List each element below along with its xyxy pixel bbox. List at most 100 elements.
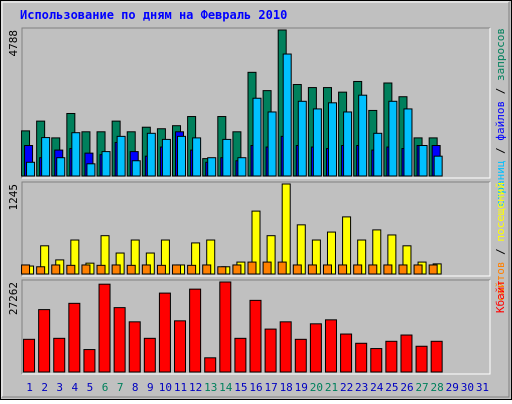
x-tick-label: 7 xyxy=(117,381,124,394)
bar xyxy=(252,97,262,177)
bar xyxy=(23,338,36,373)
x-tick-label: 4 xyxy=(72,381,79,394)
bar xyxy=(56,157,66,177)
bar xyxy=(172,264,182,275)
bar xyxy=(338,264,348,275)
bar xyxy=(126,264,136,275)
bar xyxy=(161,138,171,177)
bar xyxy=(202,264,212,275)
bar xyxy=(247,261,257,275)
x-tick-label: 14 xyxy=(219,381,233,394)
bar xyxy=(383,264,393,275)
x-tick-label: 28 xyxy=(431,381,444,394)
chart-title: Использование по дням на Февраль 2010 xyxy=(20,8,287,22)
bar xyxy=(68,302,81,373)
panel-bevel xyxy=(22,182,491,277)
panel-bevel xyxy=(21,279,490,374)
bar xyxy=(312,108,322,177)
bar xyxy=(192,137,202,177)
x-tick-label: 13 xyxy=(204,381,217,394)
legend-separator: / xyxy=(494,81,507,101)
bar xyxy=(158,292,171,373)
y-tick-label: 1245 xyxy=(7,184,20,211)
bar xyxy=(373,132,383,177)
bar xyxy=(86,163,96,177)
bar xyxy=(294,338,307,373)
x-tick-label: 26 xyxy=(400,381,413,394)
bar xyxy=(415,345,428,373)
bar xyxy=(277,261,287,275)
x-tick-label: 18 xyxy=(280,381,293,394)
bevel xyxy=(1,1,509,397)
bar xyxy=(96,264,106,275)
bar xyxy=(403,108,413,177)
bar xyxy=(322,264,332,275)
bar xyxy=(222,138,232,177)
x-tick-label: 23 xyxy=(355,381,368,394)
bevel xyxy=(2,2,510,398)
bar xyxy=(355,342,368,373)
bar xyxy=(418,145,428,177)
bar xyxy=(36,266,46,275)
bar xyxy=(327,102,337,177)
x-tick-label: 12 xyxy=(189,381,202,394)
bar xyxy=(309,323,322,373)
bar xyxy=(26,161,36,177)
panel-bevel xyxy=(21,181,490,276)
x-tick-label: 29 xyxy=(446,381,459,394)
bar xyxy=(267,111,277,177)
y-tick-label: 27262 xyxy=(7,282,20,315)
x-tick-label: 31 xyxy=(476,381,489,394)
x-tick-label: 19 xyxy=(295,381,308,394)
legend: Кбайт xyxy=(494,280,507,313)
bar xyxy=(217,266,227,275)
bar xyxy=(51,264,61,275)
legend: страниц / файлов / запросов xyxy=(494,28,507,207)
legend-separator: / xyxy=(494,242,507,262)
bar xyxy=(358,94,368,177)
bar xyxy=(128,321,141,373)
bar xyxy=(204,357,217,373)
x-tick-label: 17 xyxy=(264,381,277,394)
bar xyxy=(343,111,353,177)
x-tick-label: 1 xyxy=(26,381,33,394)
legend-entry: Кбайт xyxy=(494,280,507,313)
legend-separator: / xyxy=(494,141,507,161)
bar xyxy=(430,340,443,373)
bar xyxy=(187,264,197,275)
x-tick-label: 22 xyxy=(340,381,353,394)
x-tick-label: 10 xyxy=(159,381,172,394)
x-tick-label: 9 xyxy=(147,381,154,394)
bar xyxy=(174,320,187,373)
x-tick-label: 6 xyxy=(102,381,109,394)
bar xyxy=(189,288,202,373)
x-tick-label: 3 xyxy=(56,381,63,394)
bar xyxy=(433,155,443,177)
x-tick-label: 27 xyxy=(415,381,428,394)
bar xyxy=(53,337,66,373)
bar xyxy=(146,132,156,177)
legend-entry: запросов xyxy=(494,28,507,81)
legend: сайтов / посещений xyxy=(494,182,507,301)
bar xyxy=(413,264,423,275)
x-tick-label: 11 xyxy=(174,381,187,394)
bar xyxy=(428,264,438,275)
x-tick-label: 21 xyxy=(325,381,338,394)
bar xyxy=(237,157,247,177)
x-tick-label: 20 xyxy=(310,381,323,394)
bar xyxy=(71,132,81,177)
panel-bevel xyxy=(22,28,491,179)
x-tick-label: 25 xyxy=(385,381,398,394)
legend-entry: файлов xyxy=(494,101,507,141)
bar xyxy=(98,283,111,373)
bar xyxy=(141,264,151,275)
bar xyxy=(292,264,302,275)
bar xyxy=(398,264,408,275)
bar xyxy=(143,337,156,373)
legend-entry: сайтов xyxy=(494,261,507,301)
bar xyxy=(262,261,272,275)
x-tick-label: 8 xyxy=(132,381,139,394)
bar xyxy=(41,137,51,177)
bar xyxy=(279,321,292,373)
